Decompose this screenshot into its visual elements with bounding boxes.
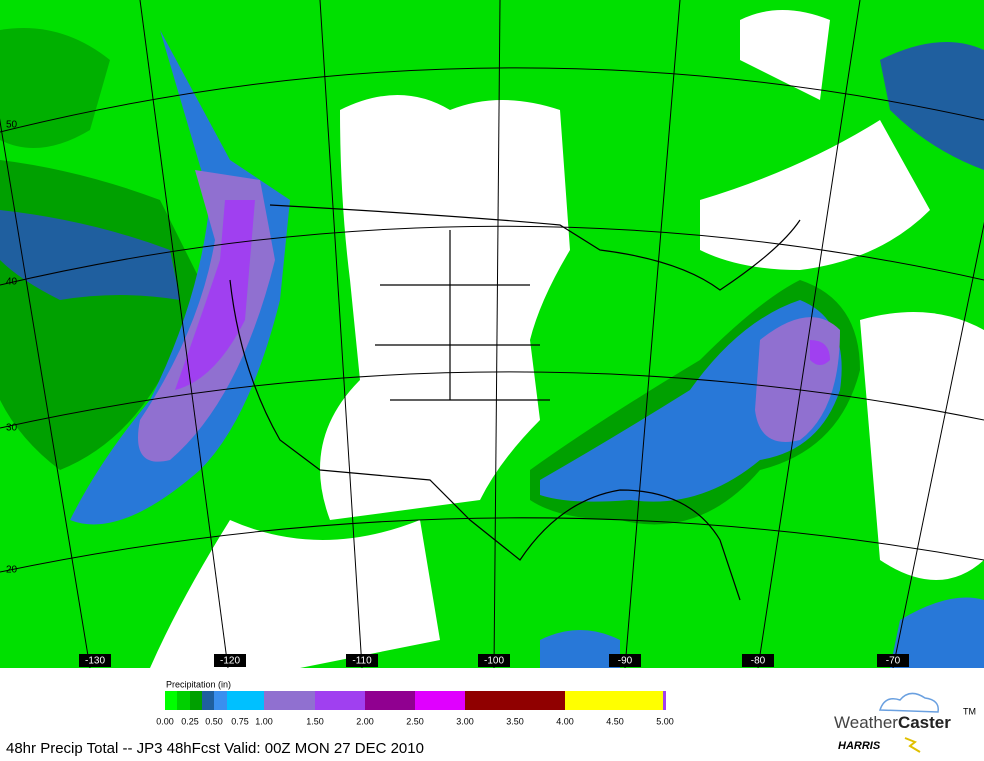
- lon-label: -130: [85, 656, 105, 667]
- lon-label-box: [742, 654, 774, 667]
- footer-background: [0, 668, 984, 761]
- legend-swatch: [227, 691, 240, 710]
- legend-bar: [165, 691, 666, 710]
- lon-label: -110: [352, 656, 372, 667]
- lat-label: 50: [6, 120, 18, 131]
- legend-swatch: [315, 691, 365, 710]
- lat-labels: 50 40 30 20: [6, 120, 18, 576]
- legend-swatch: [264, 691, 315, 710]
- legend-swatch: [240, 691, 264, 710]
- legend-tick-label: 3.00: [456, 716, 474, 726]
- legend-swatch: [365, 691, 415, 710]
- legend-tick-label: 0.25: [181, 716, 199, 726]
- legend-tick-label: 2.50: [406, 716, 424, 726]
- lon-label: -120: [220, 656, 240, 667]
- lon-label: -100: [484, 656, 504, 667]
- logo-tm: TM: [963, 706, 976, 716]
- boundaries: [229, 204, 801, 601]
- logo-company: HARRIS: [838, 740, 881, 752]
- lon-labels: -130 -120 -110 -100 -90 -80 -70: [79, 654, 909, 667]
- precip-shading: [0, 10, 984, 668]
- legend-title: Precipitation (in): [166, 679, 231, 689]
- logo-weather-text: Weather: [834, 713, 898, 732]
- legend-tick-label: 0.00: [156, 716, 174, 726]
- legend-swatch: [177, 691, 190, 710]
- logo-weather: WeatherCaster: [834, 713, 951, 732]
- caption: 48hr Precip Total -- JP3 48hFcst Valid: …: [6, 740, 424, 757]
- legend-swatch: [465, 691, 565, 710]
- lon-label-box: [609, 654, 641, 667]
- lat-label: 40: [6, 277, 18, 288]
- lon-label: -90: [618, 656, 633, 667]
- legend-tick-label: 5.00: [656, 716, 674, 726]
- legend-swatch: [214, 691, 227, 710]
- lon-label-box: [877, 654, 909, 667]
- logo: WeatherCaster TM HARRIS: [834, 692, 976, 753]
- legend-tick-label: 4.50: [606, 716, 624, 726]
- lon-label: -80: [751, 656, 766, 667]
- legend-tick-label: 2.00: [356, 716, 374, 726]
- legend-swatch: [202, 691, 214, 710]
- legend-tick-label: 4.00: [556, 716, 574, 726]
- legend-tick-label: 1.00: [255, 716, 273, 726]
- lon-label-box: [346, 654, 378, 667]
- graticule: [0, 0, 984, 669]
- legend-tick-label: 1.50: [306, 716, 324, 726]
- legend-tick-label: 0.75: [231, 716, 249, 726]
- legend-swatch: [190, 691, 202, 710]
- legend-swatch: [165, 691, 177, 710]
- legend-tick-label: 0.50: [205, 716, 223, 726]
- legend-ticks: 0.00 0.25 0.50 0.75 1.00 1.50 2.00 2.50 3.00 3.50…: [156, 716, 674, 726]
- lat-label: 20: [6, 565, 18, 576]
- lat-label: 30: [6, 423, 18, 434]
- logo-caster-text: Caster: [898, 713, 951, 732]
- lon-label-box: [79, 654, 111, 667]
- legend-end: [663, 691, 666, 710]
- legend-tick-label: 3.50: [506, 716, 524, 726]
- legend-swatch: [565, 691, 665, 710]
- legend-swatch: [415, 691, 465, 710]
- lon-label: -70: [886, 656, 901, 667]
- lon-label-box: [478, 654, 510, 667]
- lon-label-box: [214, 654, 246, 667]
